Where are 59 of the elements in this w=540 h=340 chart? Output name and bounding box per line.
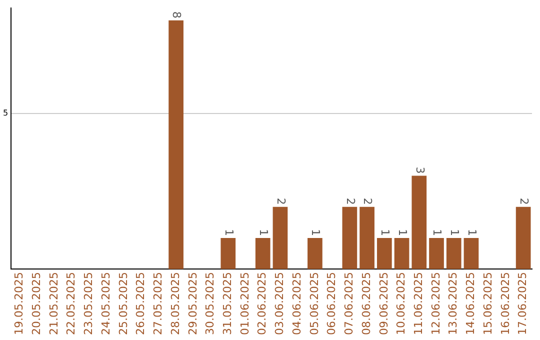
x-tick-label: 27.05.2025 xyxy=(152,272,165,336)
data-label: 1 xyxy=(465,228,478,236)
bar xyxy=(168,20,184,270)
data-label: 2 xyxy=(344,198,357,205)
data-label: 8 xyxy=(170,11,184,18)
x-tick-label: 21.05.2025 xyxy=(47,272,60,336)
x-tick-label: 29.05.2025 xyxy=(186,272,200,336)
data-label: 1 xyxy=(430,228,444,236)
x-tick-label: 07.06.2025 xyxy=(342,272,356,336)
x-tick-label: 02.06.2025 xyxy=(256,272,269,336)
x-tick-label: 17.06.2025 xyxy=(516,272,530,336)
bar xyxy=(272,206,288,270)
x-tick-label: 22.05.2025 xyxy=(64,272,78,336)
x-tick-label: 09.06.2025 xyxy=(377,272,390,336)
x-tick-label: 31.05.2025 xyxy=(220,272,234,336)
x-tick-label: 05.06.2025 xyxy=(308,272,321,336)
data-label: 1 xyxy=(309,228,322,236)
x-tick-label: 14.06.2025 xyxy=(464,272,478,336)
x-tick-label: 16.06.2025 xyxy=(498,272,512,336)
x-tick-label: 30.05.2025 xyxy=(204,272,217,336)
bar xyxy=(464,238,479,270)
bar xyxy=(342,206,358,270)
bar xyxy=(308,238,322,270)
data-label: 1 xyxy=(378,228,392,236)
bar xyxy=(394,238,410,270)
x-tick-label: 26.05.2025 xyxy=(134,272,148,336)
x-tick-label: 11.06.2025 xyxy=(412,272,425,336)
bar xyxy=(376,238,392,270)
x-tick-label: 03.06.2025 xyxy=(273,272,286,336)
bar xyxy=(360,206,374,270)
data-label: 1 xyxy=(222,228,236,236)
data-label: 1 xyxy=(396,228,409,236)
y-tick-label: 5 xyxy=(2,108,8,118)
bar xyxy=(220,238,236,270)
x-tick-label: 23.05.2025 xyxy=(82,272,96,336)
data-label: 1 xyxy=(257,228,270,236)
x-tick-label: 12.06.2025 xyxy=(429,272,442,336)
data-label: 3 xyxy=(413,166,426,174)
data-label: 2 xyxy=(517,198,530,205)
x-tick-label: 10.06.2025 xyxy=(394,272,408,336)
x-tick-label: 15.06.2025 xyxy=(481,272,494,336)
x-tick-label: 04.06.2025 xyxy=(290,272,304,336)
x-tick-label: 28.05.2025 xyxy=(168,272,182,336)
bar xyxy=(516,206,531,270)
x-tick-label: 08.06.2025 xyxy=(360,272,373,336)
x-tick-label: 20.05.2025 xyxy=(30,272,43,336)
data-label: 1 xyxy=(448,228,462,236)
data-label: 2 xyxy=(274,198,288,205)
x-tick-label: 13.06.2025 xyxy=(446,272,460,336)
x-tick-label: 01.06.2025 xyxy=(238,272,252,336)
data-label: 2 xyxy=(361,198,374,205)
bar xyxy=(412,176,427,270)
x-tick-label: 06.06.2025 xyxy=(325,272,338,336)
bar xyxy=(255,238,270,270)
x-tick-label: 24.05.2025 xyxy=(99,272,112,336)
bar xyxy=(429,238,444,270)
bar xyxy=(446,238,462,270)
x-tick-label: 19.05.2025 xyxy=(12,272,26,336)
x-tick-label: 25.05.2025 xyxy=(116,272,130,336)
